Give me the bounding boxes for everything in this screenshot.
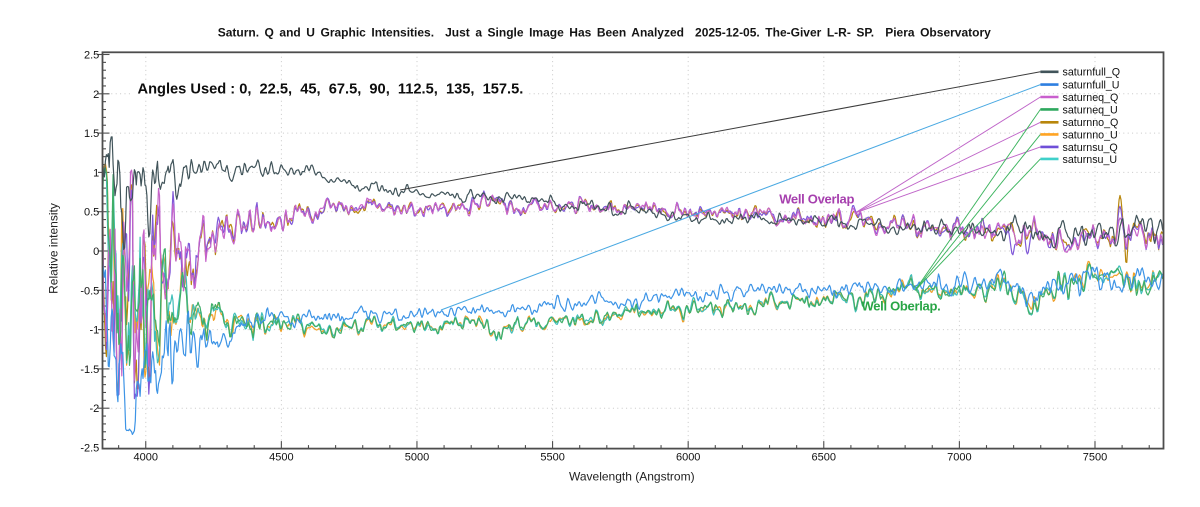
- svg-text:6000: 6000: [676, 452, 700, 464]
- svg-text:Well Oberlap.: Well Oberlap.: [862, 299, 941, 314]
- svg-text:Well Overlap: Well Overlap: [779, 191, 854, 206]
- svg-text:2: 2: [93, 89, 99, 101]
- svg-text:-0.5: -0.5: [80, 285, 99, 297]
- svg-text:-1: -1: [90, 325, 100, 337]
- svg-text:5500: 5500: [540, 452, 564, 464]
- svg-text:Relative intensity: Relative intensity: [47, 203, 61, 294]
- svg-text:2.5: 2.5: [84, 50, 99, 62]
- svg-text:-2: -2: [90, 403, 100, 415]
- svg-text:saturnno_Q: saturnno_Q: [1063, 117, 1119, 129]
- svg-text:0.5: 0.5: [84, 207, 99, 219]
- svg-text:0: 0: [93, 246, 99, 258]
- svg-text:saturnfull_U: saturnfull_U: [1063, 80, 1120, 92]
- svg-text:4500: 4500: [269, 452, 293, 464]
- svg-text:saturneq_Q: saturneq_Q: [1063, 92, 1119, 104]
- svg-text:-1.5: -1.5: [80, 364, 99, 376]
- svg-text:saturnno_U: saturnno_U: [1063, 129, 1118, 141]
- svg-text:7500: 7500: [1083, 452, 1107, 464]
- svg-text:4000: 4000: [134, 452, 158, 464]
- svg-text:Saturn. Q and U Graphic Intens: Saturn. Q and U Graphic Intensities. Jus…: [218, 25, 991, 39]
- svg-text:saturnsu_U: saturnsu_U: [1063, 154, 1118, 166]
- svg-text:6500: 6500: [812, 452, 836, 464]
- svg-text:-2.5: -2.5: [80, 443, 99, 455]
- svg-text:saturneq_U: saturneq_U: [1063, 104, 1118, 116]
- svg-text:Wavelength (Angstrom): Wavelength (Angstrom): [569, 470, 695, 484]
- svg-text:saturnsu_Q: saturnsu_Q: [1063, 142, 1118, 154]
- svg-text:1: 1: [93, 167, 99, 179]
- svg-text:Angles Used : 0, 22.5, 45,: Angles Used : 0, 22.5, 45, 67.5, 90, 112…: [138, 81, 524, 97]
- svg-text:5000: 5000: [405, 452, 429, 464]
- svg-text:saturnfull_Q: saturnfull_Q: [1063, 67, 1121, 79]
- svg-text:1.5: 1.5: [84, 128, 99, 140]
- svg-text:7000: 7000: [947, 452, 971, 464]
